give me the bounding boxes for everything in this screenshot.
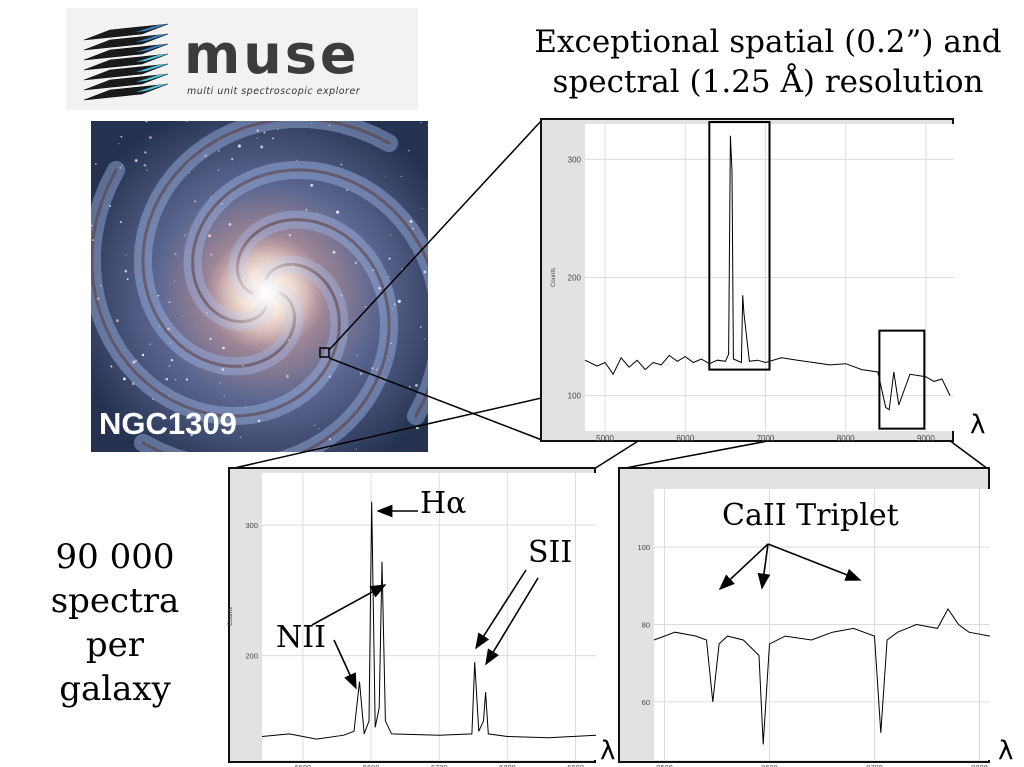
x-tick-label: 6600 [363, 763, 380, 767]
caii-arrow-1 [718, 543, 769, 591]
data-cube-icon [83, 23, 169, 101]
y-axis-label: Counts [551, 268, 557, 287]
x-tick-label: 5000 [596, 434, 614, 443]
selection-box [319, 347, 330, 358]
caii-arrow-2 [757, 543, 771, 590]
galaxy-illustration [91, 121, 428, 452]
y-tick-label: 200 [568, 274, 582, 283]
spectrum-line [653, 608, 991, 745]
spectrum-line [261, 501, 597, 740]
logo-wordmark: muse [184, 23, 360, 86]
lambda-label-main: λ [970, 410, 986, 440]
halpha-zoom-panel: 6500 6600 6700 6800 6900 200 300 Counts [228, 467, 597, 767]
nii-annotation: NII [276, 620, 326, 655]
nii-arrow-1 [333, 639, 357, 690]
x-tick-label: 8600 [761, 763, 778, 767]
zoom-highlight-box [878, 329, 926, 430]
spectrum-line [584, 135, 951, 411]
full-spectrum-panel: 5000 6000 7000 8000 9000 100 200 300 Counts [540, 118, 954, 443]
headline-line-2: spectral (1.25 Å) resolution [552, 64, 984, 100]
caii-arrow-3 [767, 543, 862, 581]
x-tick-label: 6900 [567, 763, 584, 767]
halpha-annotation: Hα [420, 486, 467, 521]
lambda-label-caii: λ [998, 736, 1014, 766]
sii-arrow-2 [485, 577, 539, 666]
y-tick-label: 300 [245, 521, 258, 530]
side-text-line-3: galaxy [59, 669, 171, 709]
halpha-plot-area [262, 473, 596, 760]
caii-zoom-chart: 8500 8600 8700 8800 60 80 100 [637, 489, 991, 767]
side-text-line-2: spectra per [50, 581, 180, 665]
halpha-zoom-chart: 6500 6600 6700 6800 6900 200 300 Counts [228, 473, 597, 767]
x-tick-label: 9000 [917, 434, 935, 443]
spectra-count-text: 90 000 spectra per galaxy [20, 535, 210, 711]
zoom-highlight-box [708, 121, 771, 371]
cube-layer-highlight [136, 64, 168, 72]
x-tick-label: 7000 [757, 434, 775, 443]
x-tick-label: 8800 [971, 763, 988, 767]
y-tick-label: 100 [568, 392, 582, 401]
galaxy-image: NGC1309 [91, 121, 428, 452]
x-tick-label: 6000 [676, 434, 694, 443]
y-tick-label: 80 [642, 621, 650, 630]
y-tick-label: 200 [245, 652, 258, 661]
side-text-line-1: 90 000 [55, 537, 175, 577]
sii-annotation: SII [528, 535, 573, 570]
x-tick-label: 8500 [656, 763, 673, 767]
headline: Exceptional spatial (0.2”) and spectral … [512, 22, 1024, 102]
cube-layer-highlight [136, 74, 168, 82]
cube-layer-highlight [136, 44, 168, 52]
caii-annotation: CaII Triplet [722, 498, 899, 533]
headline-line-1: Exceptional spatial (0.2”) and [534, 24, 1002, 60]
x-tick-label: 8000 [837, 434, 855, 443]
full-spectrum-chart: 5000 6000 7000 8000 9000 100 200 300 Counts [551, 121, 954, 443]
cube-layer-highlight [136, 84, 168, 92]
caii-zoom-panel: 8500 8600 8700 8800 60 80 100 [618, 467, 991, 767]
nii-arrow-2 [311, 584, 387, 626]
cube-layer-highlight [136, 54, 168, 62]
x-tick-label: 8700 [866, 763, 883, 767]
galaxy-name-label: NGC1309 [99, 406, 237, 441]
logo-subtitle: multi unit spectroscopic explorer [187, 86, 361, 97]
y-axis-label: Counts [228, 607, 234, 626]
x-tick-label: 6700 [431, 763, 448, 767]
lambda-label-halpha: λ [600, 736, 616, 766]
cube-layer-highlight [136, 34, 168, 42]
sii-arrow-1 [475, 569, 527, 650]
x-tick-label: 6500 [295, 763, 312, 767]
cube-layer-highlight [136, 24, 168, 32]
x-tick-label: 6800 [499, 763, 516, 767]
muse-logo: muse multi unit spectroscopic explorer [66, 8, 418, 110]
y-tick-label: 60 [642, 698, 650, 707]
y-tick-label: 100 [637, 543, 650, 552]
y-tick-label: 300 [568, 155, 582, 164]
